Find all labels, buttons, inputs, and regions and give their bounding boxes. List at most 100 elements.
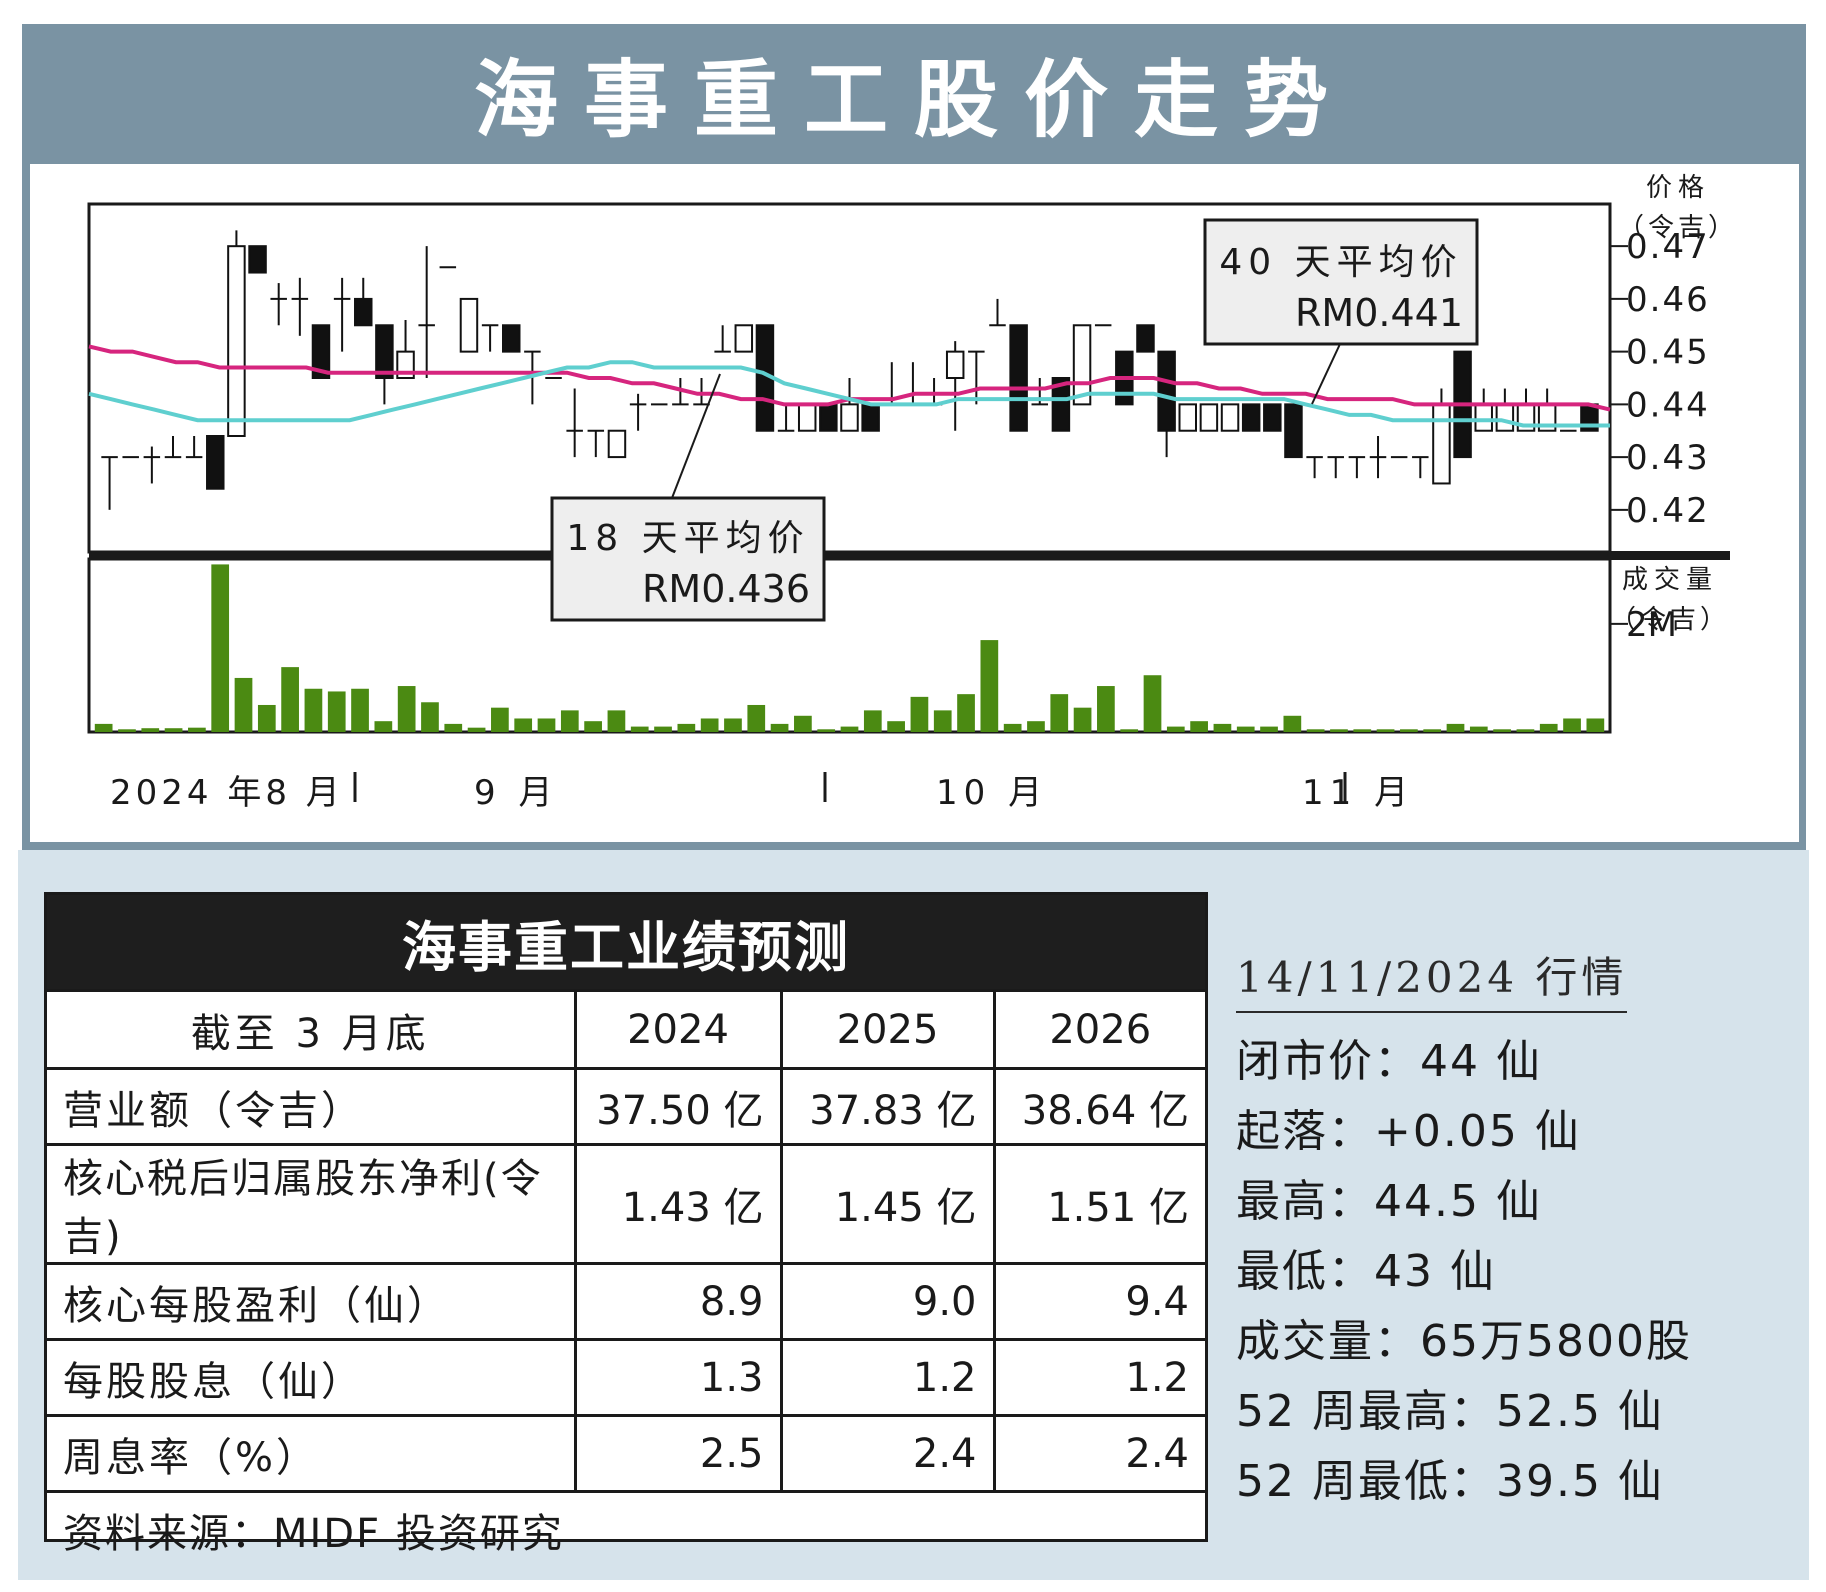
candle-down <box>375 324 394 379</box>
volume-bar <box>1190 721 1208 732</box>
ma40-callout-box <box>1203 218 1479 346</box>
volume-bar <box>397 686 416 732</box>
volume-bar <box>467 727 486 732</box>
volume-bar <box>234 677 253 732</box>
volume-bar <box>1563 718 1581 732</box>
row-value: 1.51 亿 <box>992 1143 1205 1264</box>
volume-bar <box>94 723 113 732</box>
candle-down <box>1241 403 1261 432</box>
price-tick-label: 0.47 <box>1626 227 1710 267</box>
volume-bar <box>491 707 509 732</box>
volume-bar <box>188 727 206 732</box>
volume-bar <box>747 704 766 732</box>
volume-axis-unit: （令吉） <box>1610 605 1730 635</box>
header-year: 2026 <box>992 989 1205 1069</box>
volume-bar <box>1097 686 1115 732</box>
candle-up <box>1220 403 1240 432</box>
row-value: 37.50 亿 <box>573 1067 781 1145</box>
volume-bar <box>607 710 626 732</box>
ma40-callout-line <box>1311 343 1341 405</box>
row-value: 2.4 <box>992 1414 1205 1492</box>
row-value: 1.2 <box>992 1338 1205 1416</box>
candle-down <box>1136 324 1155 353</box>
volume-bar <box>1143 675 1162 732</box>
page-title: 海事重工股价走势 <box>473 50 1354 149</box>
header-year: 2024 <box>573 989 781 1069</box>
market-item: 最高：44.5 仙 <box>1236 1176 1542 1227</box>
candle-down <box>206 435 225 490</box>
volume-bar <box>1469 726 1488 732</box>
x-label: 11 月 <box>1302 773 1414 813</box>
row-value: 9.0 <box>779 1262 994 1340</box>
volume-bar <box>770 723 789 732</box>
price-axis-unit: （令吉） <box>1618 213 1738 243</box>
volume-axis-label: 成交量 <box>1622 565 1718 595</box>
volume-bar <box>537 718 556 732</box>
volume-bar <box>421 702 439 732</box>
row-value: 9.4 <box>992 1262 1205 1340</box>
volume-bar <box>980 640 999 732</box>
volume-bar <box>1516 729 1535 732</box>
ma18-line <box>88 360 1610 428</box>
candle-up <box>1199 403 1219 432</box>
candle-down <box>861 403 880 432</box>
volume-bar <box>327 691 346 732</box>
volume-bar <box>1306 729 1325 732</box>
candle-down <box>248 245 267 274</box>
volume-bar <box>141 728 160 732</box>
volume-bar <box>1283 715 1302 732</box>
x-label: 10 月 <box>936 773 1048 813</box>
candle-up <box>459 297 479 353</box>
header-year: 2025 <box>779 989 994 1069</box>
row-value: 38.64 亿 <box>992 1067 1205 1145</box>
candle-up <box>607 429 627 459</box>
row-value: 37.83 亿 <box>779 1067 994 1145</box>
candle-up <box>227 245 246 437</box>
volume-bar <box>584 721 602 732</box>
ma40-callout-value: RM0.441 <box>1295 291 1463 335</box>
volume-bar <box>1493 729 1511 732</box>
row-value: 1.3 <box>573 1338 781 1416</box>
volume-bar <box>1213 723 1232 732</box>
market-item: 52 周最高：52.5 仙 <box>1236 1386 1664 1437</box>
volume-bar <box>257 704 276 732</box>
table-row: 每股股息（仙） 1.3 1.2 1.2 <box>47 1338 1205 1416</box>
candle-down <box>1263 403 1282 432</box>
volume-bar <box>1120 729 1139 732</box>
price-tick-label: 0.46 <box>1626 280 1710 320</box>
candle-down <box>311 324 331 379</box>
volume-bar <box>1027 721 1045 732</box>
x-label: 2024 年8 月 <box>110 773 344 813</box>
volume-bar <box>444 723 463 732</box>
market-item: 最低：43 仙 <box>1236 1246 1496 1297</box>
price-tick-label: 0.42 <box>1626 491 1710 531</box>
table-row: 核心每股盈利（仙） 8.9 9.0 9.4 <box>47 1262 1205 1340</box>
volume-tick-label: 2M <box>1626 605 1677 645</box>
ma18-callout-title: 18 天平均价 <box>566 518 809 559</box>
volume-bar <box>1073 707 1092 732</box>
candle-down <box>1009 324 1028 432</box>
candle-down <box>1157 350 1176 432</box>
row-label: 每股股息（仙） <box>47 1338 575 1416</box>
source-note: 资料来源：MIDF 投资研究 <box>47 1490 1205 1568</box>
volume-bar <box>560 710 579 732</box>
candle-up <box>1495 403 1515 432</box>
volume-bar <box>304 688 323 732</box>
candle-down <box>1051 377 1071 432</box>
row-value: 2.4 <box>779 1414 994 1492</box>
market-date: 14/11/2024 行情 <box>1236 944 1628 1013</box>
table-row: 营业额（令吉） 37.50 亿 37.83 亿 38.64 亿 <box>47 1067 1205 1145</box>
volume-bar <box>700 718 719 732</box>
stock-price-chart: 0.470.460.450.440.430.42价格（令吉）2M成交量（令吉）2… <box>87 173 1738 813</box>
volume-bar <box>863 710 882 732</box>
volume-bar <box>1353 729 1372 732</box>
ma18-callout-value: RM0.436 <box>642 567 810 611</box>
ma40-callout-title: 40 天平均价 <box>1219 242 1462 283</box>
volume-bar <box>1586 718 1605 732</box>
volume-bar <box>1236 726 1255 732</box>
volume-bar <box>1166 726 1185 732</box>
ma18-callout-line <box>671 373 721 499</box>
candle-down <box>502 324 521 353</box>
price-axis-label: 价格 <box>1646 173 1710 203</box>
